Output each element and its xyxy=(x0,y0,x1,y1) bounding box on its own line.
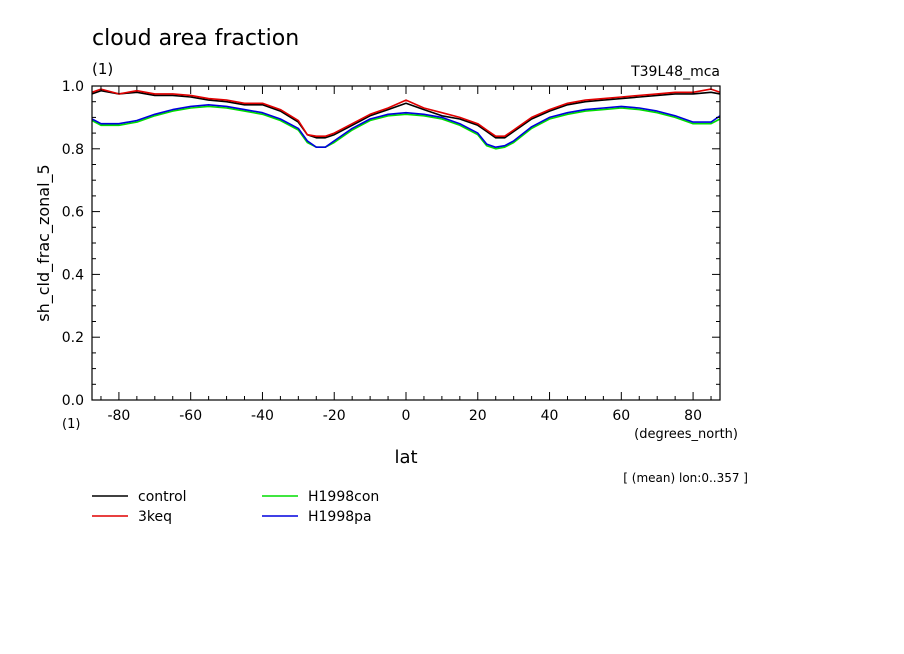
experiment-label: T39L48_mca xyxy=(630,64,720,80)
mean-annotation: [ (mean) lon:0..357 ] xyxy=(623,471,748,485)
series-lines xyxy=(91,88,721,150)
x-axis-label: lat xyxy=(394,447,417,468)
title-units: (1) xyxy=(92,60,113,78)
series-line-control xyxy=(91,89,721,139)
y-tick-label: 0.6 xyxy=(62,205,84,221)
x-tick-label: 60 xyxy=(612,408,630,424)
x-tick-label: -40 xyxy=(251,408,274,424)
y-axis-label: sh_cld_frac_zonal_5 xyxy=(34,164,54,321)
x-tick-label: 20 xyxy=(469,408,487,424)
series-line-3keq xyxy=(91,88,721,137)
x-tick-label: -20 xyxy=(323,408,346,424)
plot-frame xyxy=(91,85,721,401)
series-line-h1998pa xyxy=(91,104,721,148)
axis-ticks: -80 -60 -40 -20 0 20 40 60 80 0.0 0.2 0.4 0.6 0.8 1.0 xyxy=(62,79,720,424)
legend-label-control: control xyxy=(138,489,187,505)
y-units-label: (1) xyxy=(62,417,80,432)
x-units-label: (degrees_north) xyxy=(634,427,738,442)
legend-label-3keq: 3keq xyxy=(138,509,172,525)
y-tick-label: 0.8 xyxy=(62,142,84,158)
legend-label-h1998con: H1998con xyxy=(308,489,379,505)
legend-label-h1998pa: H1998pa xyxy=(308,509,372,525)
y-tick-label: 0.2 xyxy=(62,330,84,346)
x-tick-label: 80 xyxy=(684,408,702,424)
legend: control 3keq H1998con H1998pa xyxy=(92,489,379,525)
y-tick-label: 1.0 xyxy=(62,79,84,95)
chart-title: cloud area fraction xyxy=(92,26,299,51)
x-tick-label: 40 xyxy=(541,408,559,424)
y-tick-label: 0.0 xyxy=(62,393,84,409)
y-tick-label: 0.4 xyxy=(62,267,84,283)
series-line-h1998con xyxy=(91,105,721,150)
x-tick-label: 0 xyxy=(402,408,411,424)
x-tick-label: -60 xyxy=(179,408,202,424)
x-tick-label: -80 xyxy=(107,408,130,424)
